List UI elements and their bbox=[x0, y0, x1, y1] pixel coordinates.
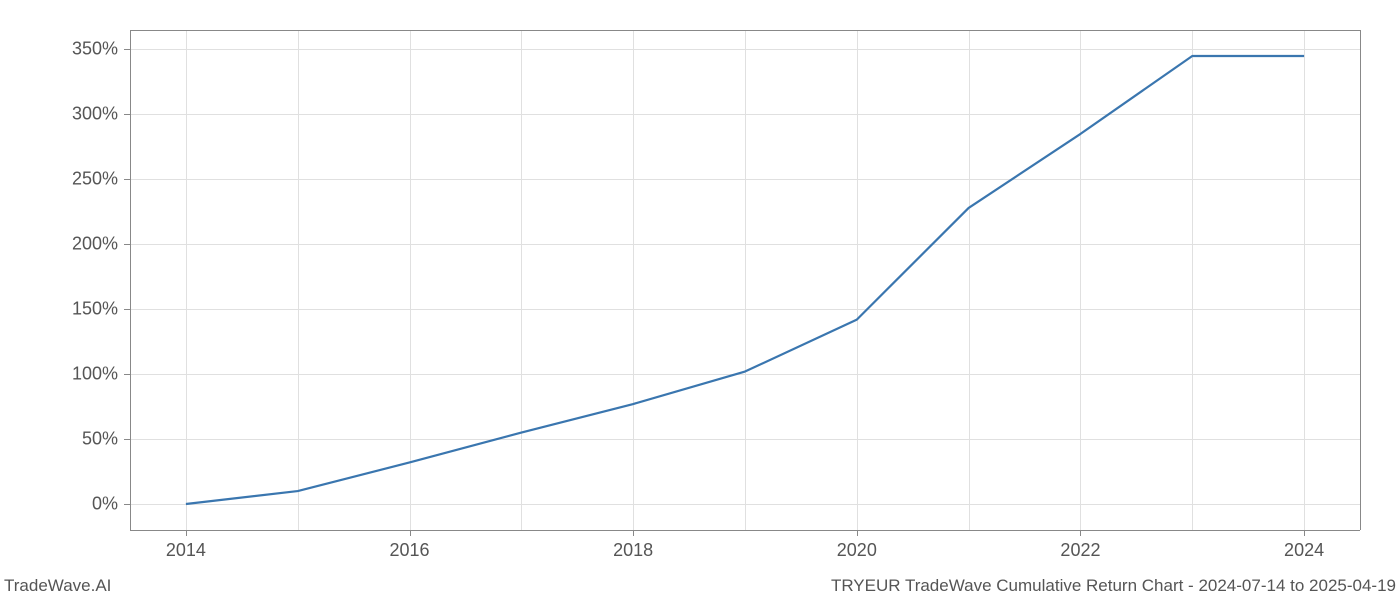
return-line bbox=[186, 56, 1304, 504]
y-tick-label: 250% bbox=[72, 169, 118, 190]
x-tick-mark bbox=[1304, 530, 1305, 536]
y-tick-mark bbox=[124, 49, 130, 50]
y-tick-label: 0% bbox=[92, 494, 118, 515]
y-tick-label: 150% bbox=[72, 299, 118, 320]
footer-right-label: TRYEUR TradeWave Cumulative Return Chart… bbox=[831, 576, 1396, 596]
y-tick-mark bbox=[124, 439, 130, 440]
y-tick-mark bbox=[124, 244, 130, 245]
x-tick-mark bbox=[410, 530, 411, 536]
x-tick-label: 2014 bbox=[166, 540, 206, 561]
y-tick-label: 350% bbox=[72, 39, 118, 60]
x-tick-mark bbox=[633, 530, 634, 536]
y-tick-label: 200% bbox=[72, 234, 118, 255]
y-tick-label: 50% bbox=[82, 429, 118, 450]
x-tick-label: 2024 bbox=[1284, 540, 1324, 561]
y-tick-label: 300% bbox=[72, 104, 118, 125]
line-series-svg bbox=[130, 30, 1360, 530]
y-tick-label: 100% bbox=[72, 364, 118, 385]
x-tick-label: 2018 bbox=[613, 540, 653, 561]
x-tick-mark bbox=[186, 530, 187, 536]
x-tick-label: 2020 bbox=[837, 540, 877, 561]
y-tick-mark bbox=[124, 374, 130, 375]
x-tick-label: 2022 bbox=[1060, 540, 1100, 561]
plot-area bbox=[130, 30, 1360, 530]
y-tick-mark bbox=[124, 309, 130, 310]
y-tick-mark bbox=[124, 179, 130, 180]
x-tick-label: 2016 bbox=[390, 540, 430, 561]
x-tick-mark bbox=[1080, 530, 1081, 536]
y-tick-mark bbox=[124, 114, 130, 115]
chart-container: TradeWave.AI TRYEUR TradeWave Cumulative… bbox=[0, 0, 1400, 600]
footer-left-label: TradeWave.AI bbox=[4, 576, 111, 596]
y-tick-mark bbox=[124, 504, 130, 505]
x-tick-mark bbox=[857, 530, 858, 536]
axis-spine bbox=[130, 530, 1360, 531]
axis-spine bbox=[1360, 30, 1361, 530]
